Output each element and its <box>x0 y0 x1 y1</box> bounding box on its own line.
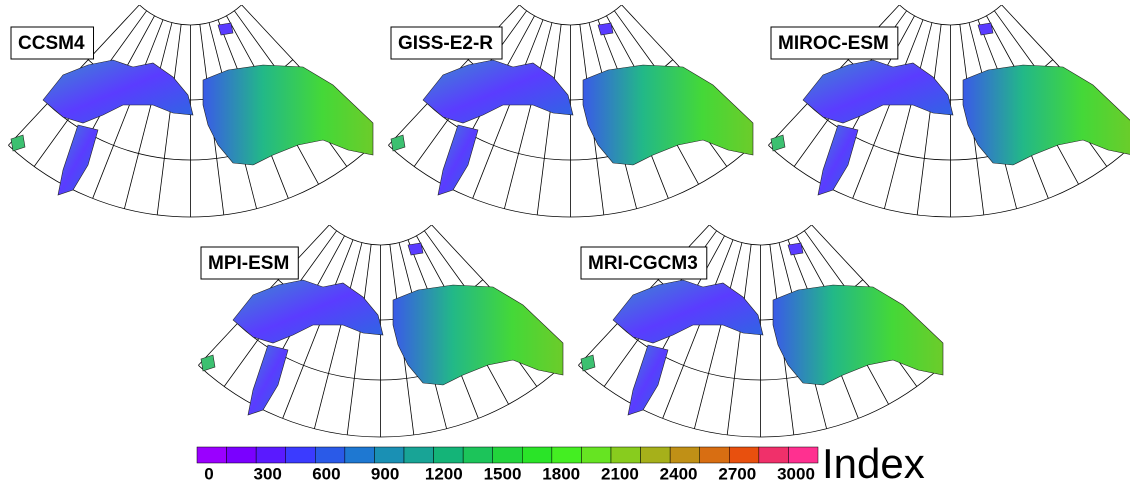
colorbar-box <box>670 447 700 463</box>
map-panel: MPI-ESM <box>198 225 563 437</box>
colorbar-box <box>404 447 434 463</box>
colorbar-tick-label: 1200 <box>425 464 463 483</box>
colorbar-box <box>611 447 641 463</box>
colorbar-tick-label: 900 <box>371 464 399 483</box>
colorbar-box <box>788 447 818 463</box>
colorbar-box <box>581 447 611 463</box>
colorbar-box <box>552 447 582 463</box>
colorbar-box <box>286 447 316 463</box>
figure: CCSM4GISS-E2-RMIROC-ESMMPI-ESMMRI-CGCM3 … <box>0 0 1130 484</box>
colorbar-tick-label: 600 <box>312 464 340 483</box>
colorbar-box <box>197 447 227 463</box>
map-panel: GISS-E2-R <box>388 5 753 217</box>
colorbar-box <box>522 447 552 463</box>
page: {"panels": [{"title": "CCSM4"}, {"title"… <box>0 0 1130 484</box>
colorbar-box <box>700 447 730 463</box>
map-panel: MRI-CGCM3 <box>578 225 943 437</box>
panel-title: MPI-ESM <box>208 253 289 274</box>
colorbar-box <box>759 447 789 463</box>
map-panel: MIROC-ESM <box>768 5 1130 217</box>
map-panel: CCSM4 <box>8 5 373 217</box>
colorbar-box <box>434 447 464 463</box>
colorbar-box <box>374 447 404 463</box>
colorbar-tick-label: 300 <box>254 464 282 483</box>
colorbar-box <box>227 447 257 463</box>
colorbar-box <box>493 447 523 463</box>
colorbar-tick-label: 1800 <box>542 464 580 483</box>
colorbar-box <box>729 447 759 463</box>
panel-title: CCSM4 <box>18 33 85 54</box>
colorbar-tick-label: 3000 <box>777 464 815 483</box>
colorbar-tick-label: 2100 <box>601 464 639 483</box>
colorbar-tick-label: 1500 <box>484 464 522 483</box>
colorbar-box <box>463 447 493 463</box>
panel-title: MIROC-ESM <box>778 33 889 54</box>
colorbar-box <box>256 447 286 463</box>
colorbar-box <box>641 447 671 463</box>
colorbar-tick-label: 0 <box>204 464 213 483</box>
colorbar-tick-label: 2400 <box>660 464 698 483</box>
colorbar-box <box>315 447 345 463</box>
panel-title: MRI-CGCM3 <box>588 253 698 274</box>
colorbar-label: Index <box>822 440 925 484</box>
panel-title: GISS-E2-R <box>398 33 493 54</box>
colorbar-box <box>345 447 375 463</box>
colorbar-tick-label: 2700 <box>718 464 756 483</box>
